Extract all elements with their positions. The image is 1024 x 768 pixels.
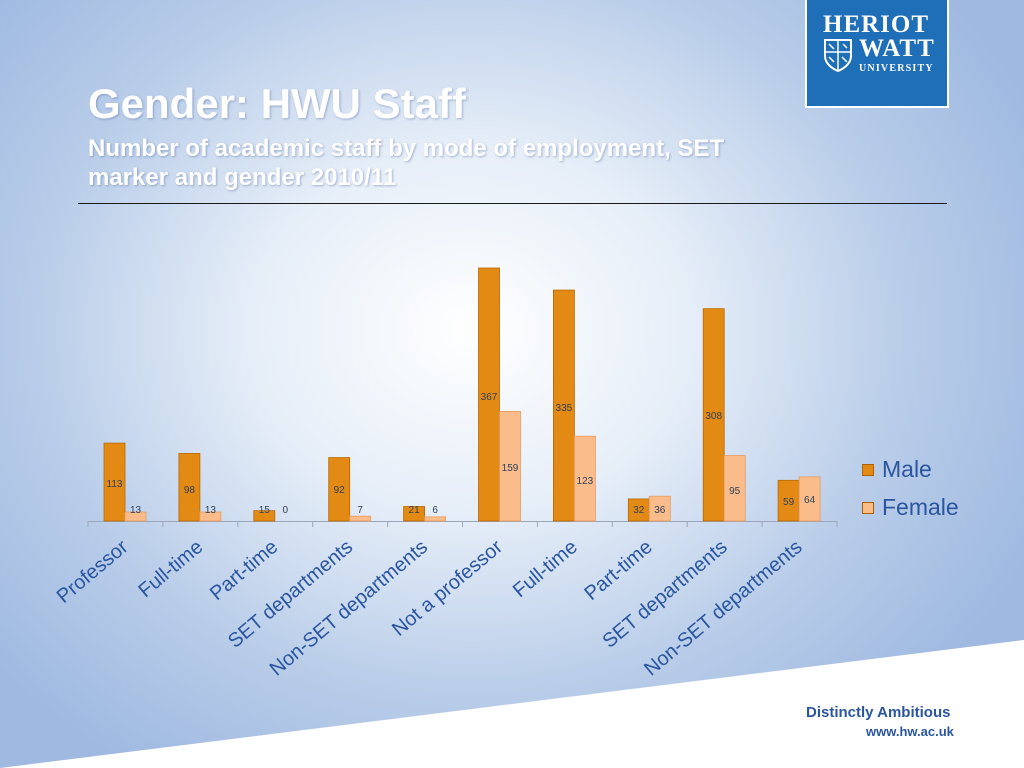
title-divider <box>78 203 947 204</box>
x-tick-label: Part-time <box>206 536 282 605</box>
x-tick-label: Full-time <box>509 536 582 602</box>
data-label-male: 21 <box>409 505 421 516</box>
data-label-female: 7 <box>357 505 363 516</box>
bar-male <box>553 289 575 522</box>
logo-text-university: UNIVERSITY <box>859 63 934 74</box>
data-label-male: 113 <box>107 479 123 490</box>
x-tick-label: Professor <box>53 536 133 608</box>
x-tick-label: Full-time <box>134 536 207 602</box>
bar-female <box>574 435 596 522</box>
data-label-female: 95 <box>729 486 741 497</box>
bar-male <box>103 442 126 522</box>
data-label-female: 123 <box>577 476 594 487</box>
legend-label-female: Female <box>882 494 959 520</box>
data-label-female: 0 <box>283 505 289 516</box>
data-label-female: 6 <box>432 505 438 516</box>
bar-male <box>328 457 351 522</box>
page-subtitle: Number of academic staff by mode of empl… <box>88 135 725 191</box>
bar-female <box>349 515 372 522</box>
bar-male <box>403 506 426 522</box>
bar-male <box>253 510 276 522</box>
data-label-male: 308 <box>705 411 722 422</box>
bar-female <box>648 495 671 522</box>
bar-female <box>723 455 746 522</box>
logo-text-heriot: HERIOT <box>823 11 930 38</box>
bar-female <box>424 516 447 522</box>
footer-tagline: Distinctly Ambitious <box>806 704 951 721</box>
bar-female <box>199 511 222 522</box>
bar-male <box>478 267 500 522</box>
crest-icon <box>824 39 852 72</box>
legend-swatch-male <box>862 464 874 476</box>
bar-male <box>178 453 201 522</box>
page-title: Gender: HWU Staff <box>88 80 466 127</box>
data-label-male: 367 <box>481 392 498 403</box>
footer-website: www.hw.ac.uk <box>866 724 954 739</box>
x-tick-label: SET departments <box>599 536 732 653</box>
data-label-female: 13 <box>205 505 217 516</box>
data-label-male: 98 <box>184 485 196 496</box>
bar-female <box>499 410 521 522</box>
bar-male <box>702 308 725 522</box>
data-label-male: 335 <box>556 403 573 414</box>
university-logo: HERIOT WATT UNIVERSITY <box>805 0 949 108</box>
logo-text-watt: WATT <box>859 35 935 62</box>
data-label-female: 64 <box>804 495 816 506</box>
legend-swatch-female <box>862 502 874 514</box>
bar-female <box>124 511 147 522</box>
data-label-female: 159 <box>502 463 519 474</box>
x-tick-label: SET departments <box>224 536 357 653</box>
data-label-male: 92 <box>334 485 346 496</box>
data-label-male: 59 <box>783 497 795 508</box>
bar-female <box>798 476 821 522</box>
legend-label-male: Male <box>882 456 932 482</box>
data-label-male: 15 <box>259 505 271 516</box>
x-tick-label: Part-time <box>580 536 656 605</box>
data-label-female: 36 <box>654 505 666 516</box>
data-label-male: 32 <box>633 505 645 516</box>
data-label-female: 13 <box>130 505 142 516</box>
